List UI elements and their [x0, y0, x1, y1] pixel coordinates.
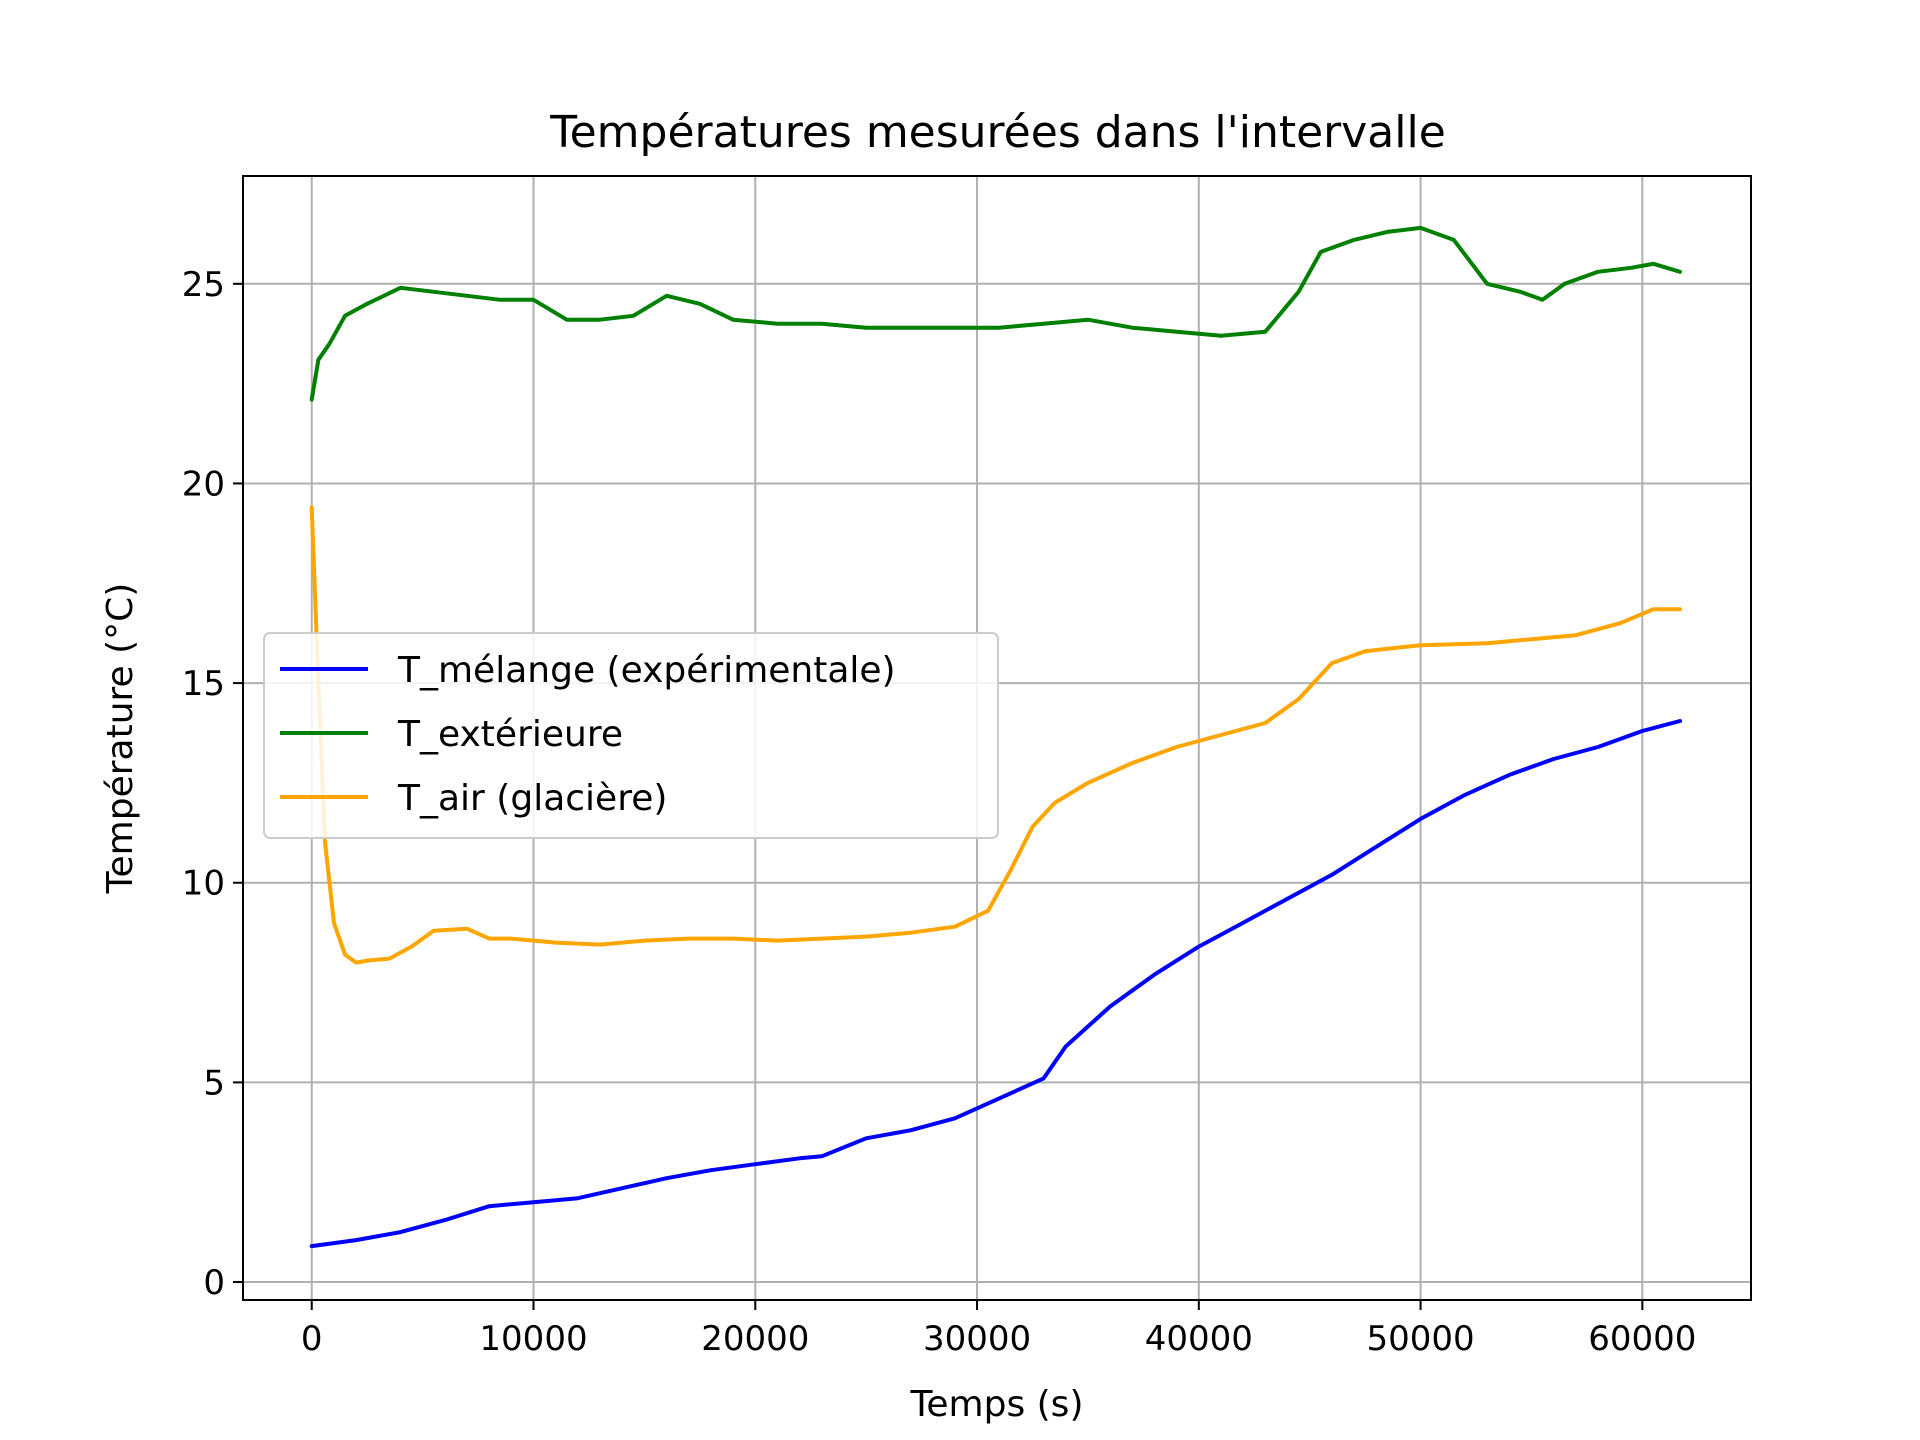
legend-label: T_air (glacière): [397, 778, 667, 819]
legend-label: T_mélange (expérimentale): [397, 650, 896, 691]
y-tick-label: 20: [182, 464, 225, 504]
legend: T_mélange (expérimentale) T_extérieure T_a…: [263, 632, 999, 839]
series-layer: [309, 225, 1682, 1249]
x-tick-label: 40000: [1145, 1319, 1253, 1359]
y-axis: 0 5 10 15 20 25: [182, 265, 243, 1303]
legend-label: T_extérieure: [397, 714, 623, 755]
y-tick-label: 15: [182, 664, 225, 704]
y-tick-label: 25: [182, 265, 225, 305]
x-axis: 0 10000 20000 30000 40000 50000 60000: [301, 1300, 1696, 1359]
y-tick-label: 10: [182, 864, 225, 904]
plot-frame: [242, 175, 1752, 1301]
x-tick-label: 20000: [701, 1319, 809, 1359]
series-line-t-exterieure: [309, 225, 1682, 402]
x-tick-label: 50000: [1366, 1319, 1474, 1359]
y-axis-label: Température (°C): [100, 583, 141, 895]
x-tick-label: 0: [301, 1319, 323, 1359]
series-line-t-melange-experimentale: [309, 719, 1682, 1249]
chart-title: Températures mesurées dans l'intervalle: [549, 107, 1446, 158]
x-tick-label: 10000: [479, 1319, 587, 1359]
y-tick-label: 5: [203, 1063, 225, 1103]
x-tick-label: 60000: [1588, 1319, 1696, 1359]
x-axis-label: Temps (s): [910, 1384, 1084, 1425]
legend-box: [263, 632, 999, 839]
series-line-t-air-glaciere: [309, 505, 1682, 965]
y-tick-label: 0: [203, 1263, 225, 1303]
x-tick-label: 30000: [923, 1319, 1031, 1359]
